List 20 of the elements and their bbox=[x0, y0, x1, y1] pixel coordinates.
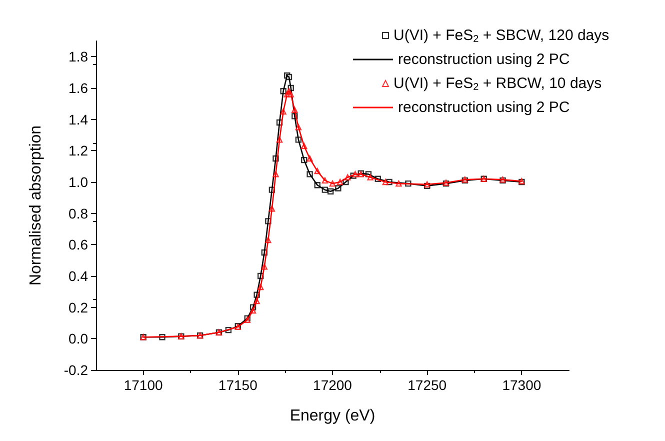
y-tick-label: 0.6 bbox=[68, 236, 88, 253]
y-tick-label: 1.2 bbox=[68, 142, 88, 159]
x-axis-title: Energy (eV) bbox=[290, 408, 376, 424]
y-tick-label: 1.6 bbox=[68, 80, 88, 96]
x-tick-label: 17150 bbox=[218, 377, 258, 393]
y-tick-label: 1.8 bbox=[68, 48, 88, 65]
x-tick-label: 17300 bbox=[502, 377, 542, 393]
y-tick-label: 1.4 bbox=[68, 111, 88, 128]
x-tick-label: 17200 bbox=[313, 377, 352, 393]
y-tick-label: 0.4 bbox=[68, 268, 88, 284]
y-tick-label: 0.8 bbox=[68, 205, 88, 222]
legend-label: reconstruction using 2 PC bbox=[398, 99, 570, 116]
y-tick-label: 0.2 bbox=[68, 299, 88, 316]
y-tick-label: 0.0 bbox=[68, 330, 88, 347]
legend-label: reconstruction using 2 PC bbox=[398, 51, 570, 68]
x-tick-label: 17250 bbox=[408, 377, 447, 393]
y-tick-label: -0.2 bbox=[64, 362, 88, 378]
y-tick-label: 1.0 bbox=[68, 174, 88, 190]
y-axis-title: Normalised absorption bbox=[28, 125, 44, 286]
x-tick-label: 17100 bbox=[124, 377, 163, 393]
